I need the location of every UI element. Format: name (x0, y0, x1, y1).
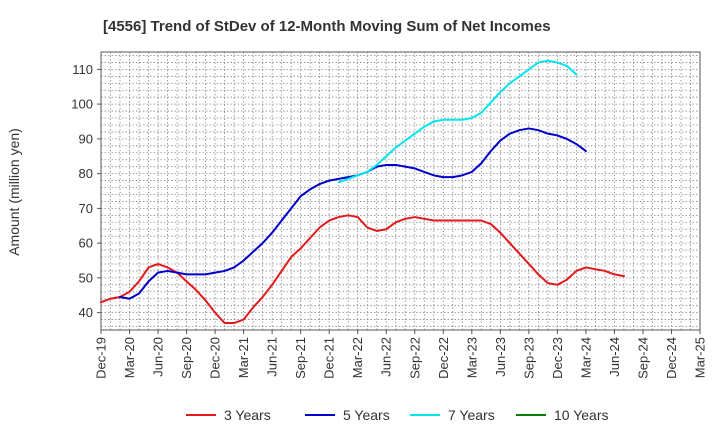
plot-area: 40 50 60 70 80 90 100 110 Dec-19 Mar-20 Jun-20 Sep-… (71, 51, 708, 379)
series-line-7-years (337, 59, 578, 184)
y-tick-label: 110 (72, 62, 93, 77)
x-tick-label: Mar-21 (236, 337, 251, 378)
chart-title: [4556] Trend of StDev of 12-Month Moving… (103, 18, 551, 35)
x-tick-label: Dec-19 (94, 337, 109, 379)
y-tick-label: 100 (71, 97, 93, 112)
y-tick-label: 90 (79, 131, 93, 146)
x-tick-label: Dec-24 (664, 337, 679, 379)
legend-label: 5 Years (343, 407, 390, 423)
x-tick-label: Mar-24 (578, 337, 593, 378)
plot-frame (100, 51, 701, 331)
y-tick-label: 50 (79, 270, 93, 285)
x-tick-label: Sep-21 (293, 337, 308, 379)
x-tick-label: Sep-24 (635, 337, 650, 379)
series-line-3-years (100, 214, 625, 325)
plot-background (101, 52, 700, 330)
x-tick-label: Mar-22 (350, 337, 365, 378)
legend: 3 Years 5 Years 7 Years 10 Years (186, 407, 609, 423)
y-tick-label: 80 (79, 166, 93, 181)
x-tick-label: Sep-22 (407, 337, 422, 379)
legend-label: 7 Years (448, 407, 495, 423)
y-axis-label: Amount (million yen) (6, 128, 22, 256)
legend-label: 3 Years (224, 407, 271, 423)
y-tick-label: 40 (79, 305, 93, 320)
x-tick-label: Jun-24 (607, 337, 622, 377)
x-tick-label: Dec-20 (208, 337, 223, 379)
x-tick-label: Mar-25 (693, 337, 708, 378)
x-tick-label: Sep-23 (521, 337, 536, 379)
x-tick-label: Dec-23 (550, 337, 565, 379)
x-tick-label: Mar-20 (122, 337, 137, 378)
x-tick-label: Jun-23 (493, 337, 508, 377)
x-tick-label: Dec-22 (436, 337, 451, 379)
x-tick-label: Jun-22 (379, 337, 394, 377)
y-tick-label: 70 (79, 201, 93, 216)
y-tick-label: 60 (79, 236, 93, 251)
x-tick-label: Sep-20 (179, 337, 194, 379)
x-tick-label: Jun-21 (265, 337, 280, 377)
x-tick-label: Dec-21 (322, 337, 337, 379)
legend-label: 10 Years (554, 407, 609, 423)
x-tick-label: Jun-20 (151, 337, 166, 377)
x-tick-label: Mar-23 (464, 337, 479, 378)
